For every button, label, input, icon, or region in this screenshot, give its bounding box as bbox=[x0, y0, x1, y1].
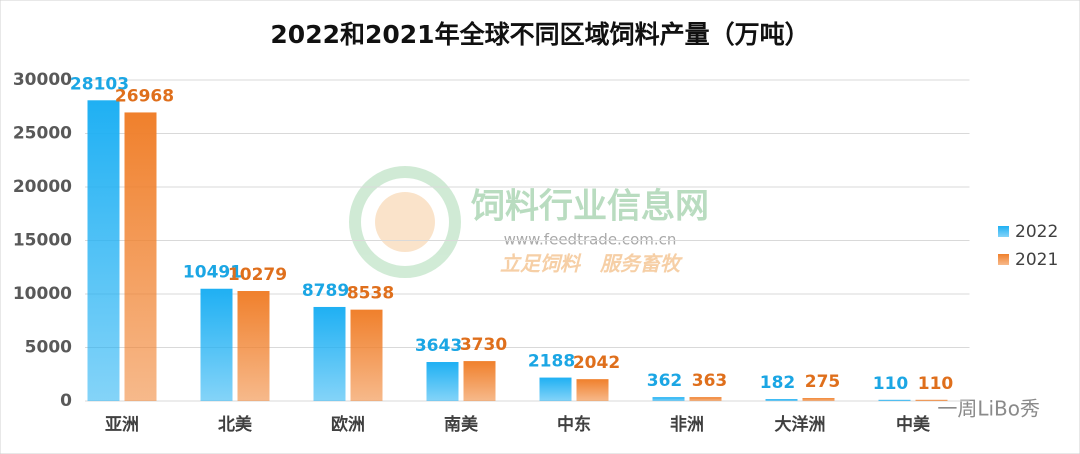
y-tick-label: 15000 bbox=[13, 231, 72, 251]
watermark-slogan: 立足饲料 服务畜牧 bbox=[500, 252, 683, 276]
bar bbox=[426, 362, 459, 401]
x-tick-label: 大洋洲 bbox=[775, 414, 826, 435]
value-label: 110 bbox=[918, 374, 954, 394]
value-label: 2188 bbox=[528, 352, 575, 372]
y-tick-label: 30000 bbox=[13, 70, 72, 90]
bar bbox=[200, 288, 233, 401]
legend-label: 2021 bbox=[1015, 250, 1058, 270]
bar bbox=[463, 361, 496, 401]
value-label: 8789 bbox=[302, 281, 349, 301]
x-tick-label: 亚洲 bbox=[105, 415, 139, 435]
x-tick-label: 南美 bbox=[444, 414, 479, 435]
wechat-watermark: 一周LiBo秀 bbox=[937, 397, 1040, 421]
bar bbox=[765, 399, 798, 401]
value-label: 362 bbox=[647, 371, 683, 391]
y-tick-label: 0 bbox=[60, 391, 72, 411]
bar bbox=[802, 398, 835, 401]
y-tick-label: 20000 bbox=[13, 177, 72, 197]
chart-title: 2022和2021年全球不同区域饲料产量（万吨） bbox=[270, 20, 809, 49]
legend-swatch bbox=[998, 254, 1009, 265]
bar bbox=[689, 397, 722, 401]
value-label: 2042 bbox=[573, 353, 620, 373]
value-label: 275 bbox=[805, 372, 841, 392]
bar bbox=[350, 309, 383, 401]
bar bbox=[237, 291, 270, 401]
x-tick-label: 欧洲 bbox=[331, 414, 365, 435]
bar bbox=[124, 112, 157, 402]
x-tick-label: 北美 bbox=[218, 414, 253, 435]
bar bbox=[539, 377, 572, 401]
bar bbox=[915, 399, 948, 401]
legend-swatch bbox=[998, 226, 1009, 237]
value-label: 28103 bbox=[70, 74, 129, 94]
value-label: 110 bbox=[873, 374, 909, 394]
watermark-text: 饲料行业信息网 bbox=[471, 187, 709, 227]
value-label: 182 bbox=[760, 373, 796, 393]
bar bbox=[87, 100, 120, 401]
value-label: 3643 bbox=[415, 336, 462, 356]
legend-label: 2022 bbox=[1015, 222, 1058, 242]
value-label: 10491 bbox=[183, 263, 242, 283]
bar bbox=[878, 399, 911, 401]
value-label: 8538 bbox=[347, 284, 394, 304]
y-tick-label: 10000 bbox=[13, 284, 72, 304]
value-label: 10279 bbox=[228, 265, 287, 285]
value-label: 3730 bbox=[460, 335, 507, 355]
watermark-url: www.feedtrade.com.cn bbox=[504, 231, 677, 249]
value-label: 26968 bbox=[115, 86, 174, 106]
y-tick-label: 25000 bbox=[13, 124, 72, 144]
x-tick-label: 中美 bbox=[896, 414, 931, 435]
value-label: 363 bbox=[692, 371, 728, 391]
watermark-logo bbox=[349, 166, 461, 278]
bar bbox=[313, 306, 346, 401]
bar bbox=[652, 397, 685, 401]
bar bbox=[576, 379, 609, 401]
y-tick-label: 5000 bbox=[25, 338, 72, 358]
x-tick-label: 非洲 bbox=[670, 414, 704, 435]
x-tick-label: 中东 bbox=[557, 414, 591, 435]
